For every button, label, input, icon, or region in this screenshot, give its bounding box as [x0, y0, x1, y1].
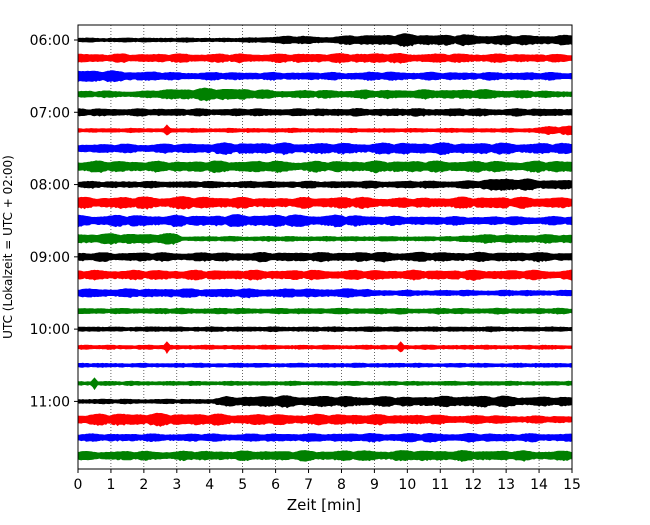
trace-10: [77, 196, 573, 210]
trace-14: [77, 269, 573, 281]
trace-15: [77, 288, 573, 299]
x-tick-label: 10: [398, 477, 416, 493]
trace-1: [77, 33, 573, 48]
trace-13: [77, 251, 573, 263]
trace-6: [77, 124, 573, 136]
trace-5: [77, 107, 573, 117]
x-tick-label: 15: [563, 477, 581, 493]
trace-24: [77, 449, 573, 462]
trace-9: [77, 178, 573, 191]
trace-16: [77, 307, 573, 315]
trace-group: [77, 33, 573, 462]
trace-2: [77, 52, 573, 64]
x-tick-label: 12: [464, 477, 482, 493]
trace-11: [77, 214, 573, 228]
trace-18: [77, 341, 573, 354]
plot-frame: [77, 24, 573, 470]
trace-17: [77, 326, 573, 333]
x-tick-label: 0: [74, 477, 83, 493]
x-axis-title: Zeit [min]: [287, 496, 361, 514]
x-axis-ticks: 0 1 2 3 4 5 6 7 8 9 10 11 12 13 14 15: [74, 469, 581, 493]
x-tick-label: 13: [497, 477, 515, 493]
trace-19: [77, 362, 573, 369]
trace-21: [77, 395, 573, 409]
x-tick-label: 7: [304, 477, 313, 493]
trace-8: [77, 160, 573, 174]
trace-7: [77, 142, 573, 156]
x-tick-label: 2: [139, 477, 148, 493]
x-tick-label: 14: [530, 477, 548, 493]
y-tick-label: 10:00: [30, 322, 70, 338]
y-tick-label: 06:00: [30, 33, 70, 49]
grid-lines: [110, 25, 540, 469]
trace-20: [77, 377, 573, 391]
y-tick-label: 09:00: [30, 250, 70, 266]
x-tick-label: 8: [337, 477, 346, 493]
trace-3: [77, 70, 573, 83]
trace-4: [77, 87, 573, 102]
x-tick-label: 9: [370, 477, 379, 493]
x-tick-label: 4: [205, 477, 214, 493]
x-tick-label: 1: [106, 477, 115, 493]
x-tick-label: 3: [172, 477, 181, 493]
x-tick-label: 5: [238, 477, 247, 493]
y-tick-label: 07:00: [30, 105, 70, 121]
trace-22: [77, 412, 573, 427]
x-tick-label: 6: [271, 477, 280, 493]
y-tick-label: 11:00: [30, 394, 70, 410]
y-tick-label: 08:00: [30, 178, 70, 194]
y-axis-ticks: 06:00 07:00 08:00 09:00 10:00 11:00: [30, 33, 78, 410]
trace-12: [77, 232, 573, 246]
trace-23: [77, 432, 573, 443]
x-tick-label: 11: [431, 477, 449, 493]
y-axis-title: UTC (Lokalzeit = UTC + 02:00): [1, 155, 15, 339]
